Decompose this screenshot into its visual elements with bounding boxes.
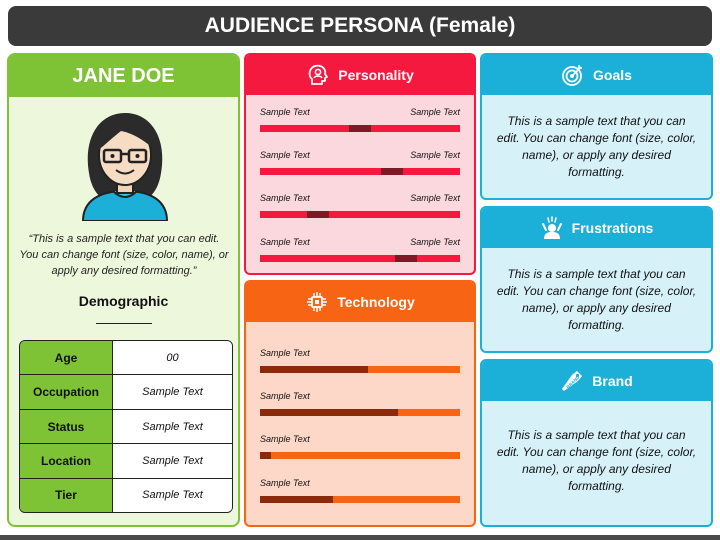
frustrations-header: Frustrations bbox=[482, 208, 711, 248]
demographic-row: Location Sample Text bbox=[20, 443, 232, 478]
persona-quote: “This is a sample text that you can edit… bbox=[19, 233, 229, 277]
slider-left-label: Sample Text bbox=[260, 193, 310, 203]
demographic-key: Status bbox=[20, 409, 113, 444]
goals-text: This is a sample text that you can edit.… bbox=[496, 114, 697, 179]
persona-name: JANE DOE bbox=[72, 64, 175, 87]
goals-header: Goals bbox=[482, 55, 711, 95]
demographic-key: Tier bbox=[20, 478, 113, 512]
personality-slider: Sample Text Sample Text bbox=[260, 107, 460, 132]
demographic-row: Age 00 bbox=[20, 341, 232, 375]
demographic-key: Location bbox=[20, 444, 113, 478]
profile-card: JANE DOE “This is a sample text bbox=[7, 53, 240, 527]
demographic-table: Age 00 Occupation Sample Text Status Sam… bbox=[19, 340, 233, 513]
brand-panel: BRAND Brand This is a sample text that y… bbox=[480, 359, 713, 527]
demographic-row: Tier Sample Text bbox=[20, 477, 232, 512]
slider-right-label: Sample Text bbox=[410, 150, 460, 160]
brand-text: This is a sample text that you can edit.… bbox=[496, 428, 697, 493]
bar-label: Sample Text bbox=[260, 478, 310, 488]
technology-title: Technology bbox=[337, 294, 415, 310]
slider-right-label: Sample Text bbox=[410, 237, 460, 247]
personality-slider: Sample Text Sample Text bbox=[260, 150, 460, 175]
bar-label: Sample Text bbox=[260, 391, 310, 401]
slider-marker bbox=[381, 168, 403, 175]
bar-track bbox=[260, 366, 460, 373]
personality-slider: Sample Text Sample Text bbox=[260, 237, 460, 262]
footer-line bbox=[0, 535, 720, 540]
bar-fill bbox=[260, 452, 271, 459]
demographic-title: Demographic bbox=[78, 293, 169, 309]
bar-track bbox=[260, 496, 460, 503]
title-bar: AUDIENCE PERSONA (Female) bbox=[8, 6, 712, 46]
technology-bar: Sample Text bbox=[260, 434, 460, 459]
slider-left-label: Sample Text bbox=[260, 237, 310, 247]
slider-right-label: Sample Text bbox=[410, 193, 460, 203]
personality-panel: Personality Sample Text Sample Text Sampl… bbox=[244, 53, 476, 275]
brand-header: BRAND Brand bbox=[482, 361, 711, 401]
chip-icon bbox=[307, 292, 328, 312]
slider-marker bbox=[307, 211, 329, 218]
slider-right-label: Sample Text bbox=[410, 107, 460, 117]
slider-left-label: Sample Text bbox=[260, 107, 310, 117]
frustrations-title: Frustrations bbox=[571, 220, 654, 236]
demographic-value: Sample Text bbox=[113, 444, 232, 478]
demographic-key: Age bbox=[20, 341, 113, 375]
target-icon bbox=[562, 65, 583, 86]
bar-track bbox=[260, 452, 460, 459]
goals-title: Goals bbox=[593, 67, 632, 83]
demographic-value: 00 bbox=[113, 341, 232, 375]
woman-avatar-icon bbox=[75, 103, 175, 222]
demographic-value: Sample Text bbox=[113, 375, 232, 409]
demographic-key: Occupation bbox=[20, 375, 113, 409]
technology-bar: Sample Text bbox=[260, 478, 460, 503]
price-tag-icon: BRAND bbox=[562, 371, 583, 391]
slider-track bbox=[260, 125, 460, 132]
technology-panel: Technology Sample Text Sample Text Sampl… bbox=[244, 280, 476, 527]
personality-header: Personality bbox=[246, 55, 474, 95]
demographic-underline bbox=[96, 323, 152, 324]
bar-fill bbox=[260, 366, 368, 373]
demographic-value: Sample Text bbox=[113, 409, 232, 444]
slider-track bbox=[260, 168, 460, 175]
bar-label: Sample Text bbox=[260, 348, 310, 358]
frustrations-panel: Frustrations This is a sample text that … bbox=[480, 206, 713, 353]
bar-label: Sample Text bbox=[260, 434, 310, 444]
bar-fill bbox=[260, 409, 398, 416]
goals-panel: Goals This is a sample text that you can… bbox=[480, 53, 713, 200]
page-title: AUDIENCE PERSONA (Female) bbox=[204, 14, 516, 37]
bar-track bbox=[260, 409, 460, 416]
profile-header: JANE DOE bbox=[9, 55, 238, 97]
technology-header: Technology bbox=[246, 282, 474, 322]
technology-bar: Sample Text bbox=[260, 391, 460, 416]
frustrated-person-icon bbox=[541, 216, 562, 239]
demographic-row: Status Sample Text bbox=[20, 408, 232, 444]
demographic-value: Sample Text bbox=[113, 478, 232, 512]
slider-track bbox=[260, 255, 460, 262]
frustrations-text: This is a sample text that you can edit.… bbox=[496, 267, 697, 332]
personality-title: Personality bbox=[338, 67, 414, 83]
slider-track bbox=[260, 211, 460, 218]
slider-marker bbox=[395, 255, 417, 262]
demographic-row: Occupation Sample Text bbox=[20, 374, 232, 409]
slider-marker bbox=[349, 125, 371, 132]
bar-fill bbox=[260, 496, 333, 503]
personality-slider: Sample Text Sample Text bbox=[260, 193, 460, 218]
brand-title: Brand bbox=[592, 373, 633, 389]
slider-left-label: Sample Text bbox=[260, 150, 310, 160]
technology-bar: Sample Text bbox=[260, 348, 460, 373]
head-person-icon bbox=[308, 64, 329, 85]
